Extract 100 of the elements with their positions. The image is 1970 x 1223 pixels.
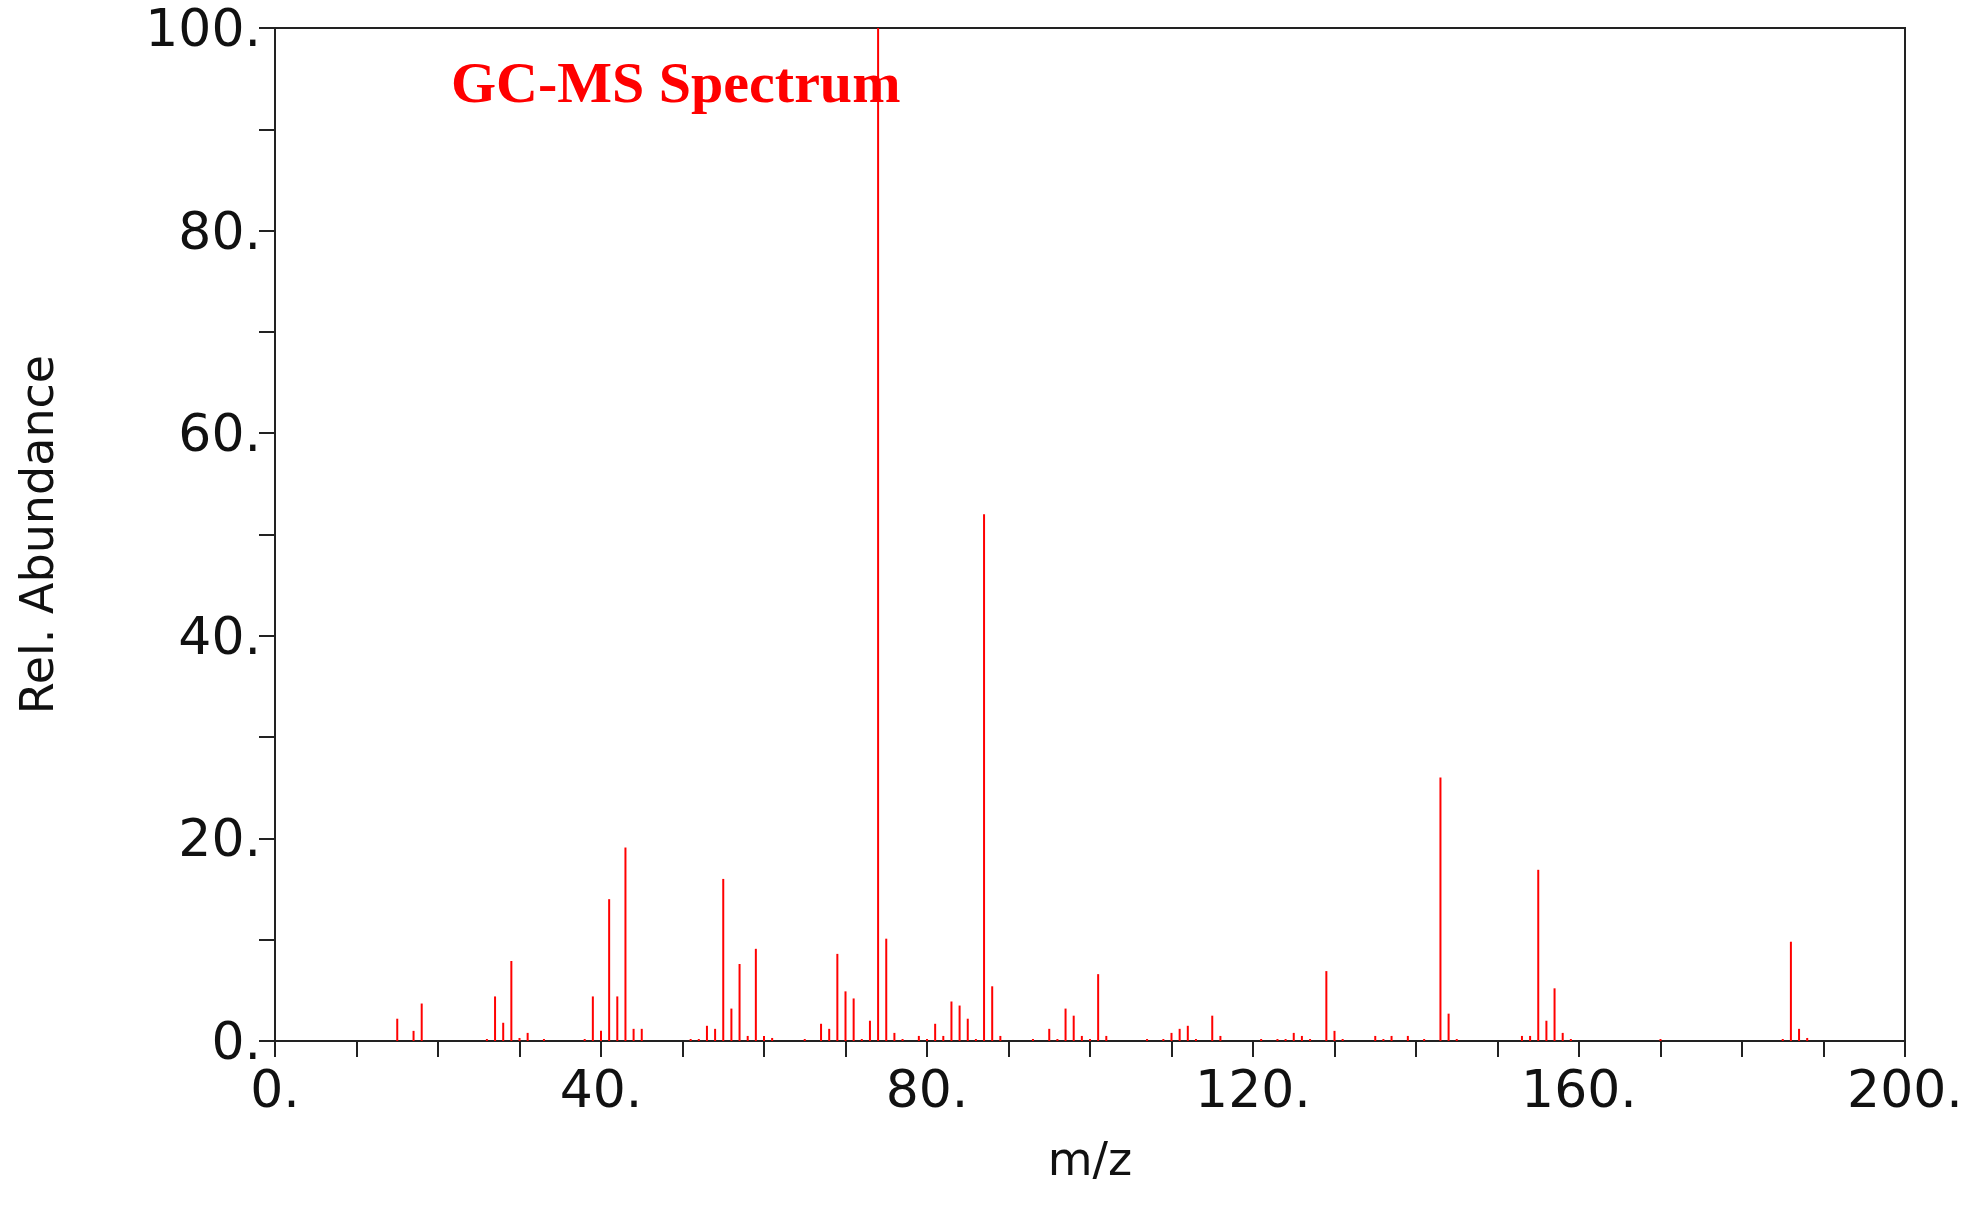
bar (1292, 1032, 1295, 1041)
bar (917, 1035, 920, 1041)
bar (836, 953, 839, 1041)
bar (1561, 1032, 1564, 1041)
bar (1211, 1015, 1214, 1041)
bar (518, 1037, 521, 1041)
bar (1064, 1008, 1067, 1041)
x-tick-label: 80. (885, 1059, 969, 1119)
y-tick-label: 60. (178, 403, 261, 464)
bar (591, 996, 594, 1041)
bar (1439, 777, 1442, 1041)
bar (1806, 1037, 1809, 1041)
bar (991, 986, 994, 1041)
bar (1072, 1015, 1075, 1041)
y-tick-label: 40. (178, 605, 261, 666)
bar (820, 1023, 823, 1041)
bar (1789, 941, 1792, 1041)
bar (1545, 1020, 1548, 1041)
bar (510, 960, 513, 1041)
x-tick-label: 40. (559, 1059, 643, 1119)
bar (738, 964, 741, 1041)
bar (705, 1025, 708, 1041)
bar (958, 1005, 961, 1041)
bar (950, 1001, 953, 1041)
bar (1569, 1038, 1572, 1041)
x-axis-title: m/z (1047, 1132, 1133, 1186)
bar (860, 1038, 863, 1041)
bar (1781, 1038, 1784, 1041)
bar (1284, 1038, 1287, 1041)
bar (803, 1038, 806, 1041)
bar (885, 938, 888, 1041)
bar (485, 1038, 488, 1041)
bar (526, 1032, 529, 1041)
bar (1325, 971, 1328, 1041)
bar (828, 1028, 831, 1041)
bar (771, 1037, 774, 1041)
bar (624, 847, 627, 1041)
bar (1048, 1028, 1051, 1041)
bar (1080, 1035, 1083, 1041)
bar (1276, 1038, 1279, 1041)
bar (1333, 1030, 1336, 1041)
bar (1659, 1038, 1662, 1041)
x-tick-label: 160. (1521, 1059, 1637, 1119)
bar (494, 996, 497, 1041)
bar (1390, 1035, 1393, 1041)
bar (1031, 1038, 1034, 1041)
bar (1105, 1035, 1108, 1041)
y-tick-label: 20. (178, 808, 261, 869)
bar (754, 948, 757, 1041)
y-tick-label: 80. (178, 200, 261, 261)
bar (1300, 1035, 1303, 1041)
bar (1537, 869, 1540, 1041)
bar (1146, 1038, 1149, 1041)
bar (746, 1035, 749, 1041)
bar (901, 1038, 904, 1041)
bar (420, 1003, 423, 1041)
bar (934, 1023, 937, 1041)
bar (974, 1038, 977, 1041)
bar (763, 1035, 765, 1041)
bar (1170, 1032, 1173, 1041)
bar (966, 1018, 969, 1041)
bar (1162, 1038, 1165, 1041)
bar (730, 1008, 733, 1041)
bar (999, 1035, 1002, 1041)
bar (1260, 1038, 1263, 1041)
bar (1374, 1035, 1377, 1041)
bar (1382, 1038, 1385, 1041)
bar (1089, 1038, 1091, 1041)
bar (1406, 1035, 1409, 1041)
bar (616, 996, 619, 1041)
bar (697, 1038, 700, 1041)
bar (542, 1038, 545, 1041)
y-tick-label: 100. (145, 0, 261, 58)
y-axis-title: Rel. Abundance (10, 354, 64, 715)
bar (1447, 1013, 1450, 1041)
bar (412, 1030, 415, 1041)
bar (844, 991, 847, 1041)
bar (983, 514, 986, 1041)
bar (600, 1030, 602, 1041)
bar (852, 998, 855, 1041)
bar (502, 1022, 505, 1041)
bar (1529, 1035, 1532, 1041)
bar (1798, 1028, 1801, 1041)
bar (868, 1020, 871, 1041)
bar (1219, 1035, 1222, 1041)
bar (583, 1038, 586, 1041)
bar (1056, 1038, 1059, 1041)
bar (1423, 1038, 1426, 1041)
bar (714, 1028, 717, 1041)
bar (722, 878, 725, 1041)
bar (640, 1028, 643, 1041)
bar (608, 899, 611, 1041)
bar (1553, 988, 1556, 1041)
bar (1194, 1038, 1197, 1041)
bar (1309, 1038, 1312, 1041)
bar (689, 1038, 692, 1041)
bar (632, 1028, 635, 1041)
bar (1178, 1028, 1181, 1041)
bar (926, 1038, 928, 1041)
bar (396, 1018, 399, 1041)
